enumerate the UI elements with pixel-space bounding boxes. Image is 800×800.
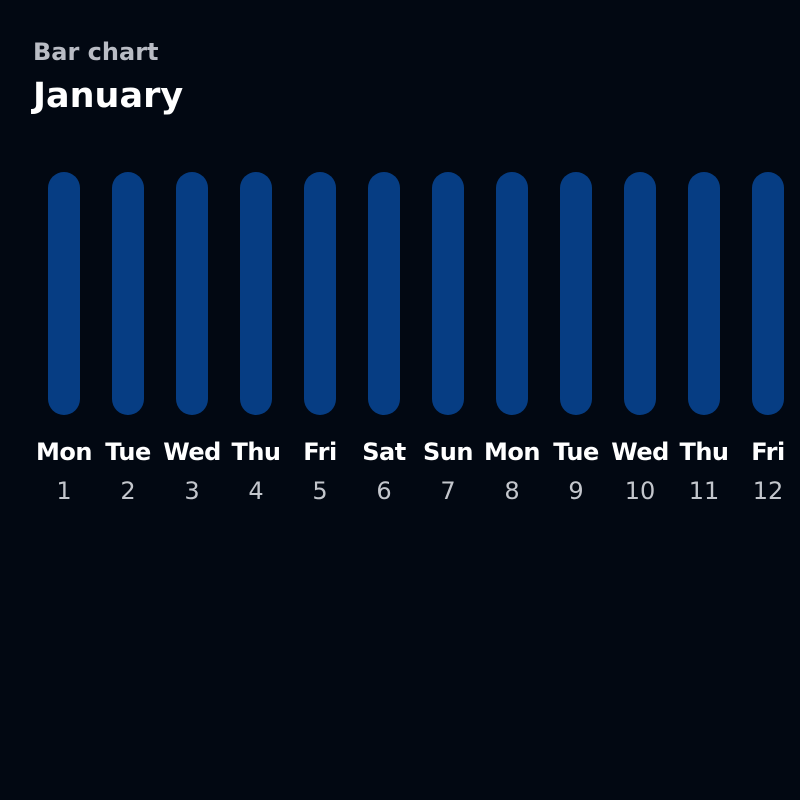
chart-header: Bar chart January: [33, 36, 183, 118]
x-tick-day-label: Wed: [163, 438, 221, 466]
chart-title: January: [33, 76, 184, 116]
chart-bar: [48, 172, 80, 415]
chart-bar: [496, 172, 528, 415]
x-tick-day-label: Mon: [36, 438, 92, 466]
x-tick-day-label: Mon: [484, 438, 540, 466]
x-tick-date-label: 6: [376, 477, 392, 505]
chart-bar: [304, 172, 336, 415]
x-tick-day-label: Fri: [303, 438, 337, 466]
chart-bar: [560, 172, 592, 415]
x-tick-date-label: 3: [184, 477, 200, 505]
chart-bar: [432, 172, 464, 415]
x-tick-date-label: 5: [312, 477, 328, 505]
x-tick-date-label: 9: [568, 477, 584, 505]
x-tick-date-label: 8: [504, 477, 520, 505]
chart-bar: [688, 172, 720, 415]
chart-bar: [368, 172, 400, 415]
x-tick-date-label: 12: [752, 477, 784, 505]
x-tick-day-label: Sun: [423, 438, 473, 466]
chart-subtitle: Bar chart: [33, 38, 159, 66]
x-tick-day-label: Thu: [231, 438, 281, 466]
x-tick-day-label: Sat: [362, 438, 406, 466]
chart-bar: [752, 172, 784, 415]
x-tick-day-label: Wed: [611, 438, 669, 466]
x-tick-day-label: Tue: [105, 438, 151, 466]
x-tick-date-label: 2: [120, 477, 136, 505]
x-tick-date-label: 11: [688, 477, 720, 505]
x-tick-date-label: 1: [56, 477, 72, 505]
x-tick-day-label: Tue: [553, 438, 599, 466]
x-tick-date-label: 7: [440, 477, 456, 505]
chart-bar: [240, 172, 272, 415]
x-tick-date-label: 4: [248, 477, 264, 505]
x-tick-day-label: Fri: [751, 438, 785, 466]
x-tick-day-label: Thu: [679, 438, 729, 466]
chart-bar: [624, 172, 656, 415]
x-tick-date-label: 10: [624, 477, 656, 505]
chart-bar: [112, 172, 144, 415]
chart-bar: [176, 172, 208, 415]
